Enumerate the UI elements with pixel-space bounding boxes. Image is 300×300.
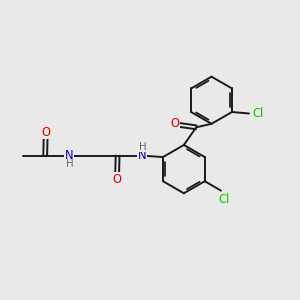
Text: Cl: Cl — [218, 193, 230, 206]
Text: N: N — [137, 149, 146, 162]
Text: H: H — [139, 142, 146, 152]
Text: O: O — [41, 125, 50, 139]
Text: O: O — [170, 117, 179, 130]
Text: Cl: Cl — [252, 107, 263, 120]
Text: O: O — [112, 172, 122, 186]
Text: N: N — [65, 149, 74, 162]
Text: H: H — [66, 159, 74, 170]
